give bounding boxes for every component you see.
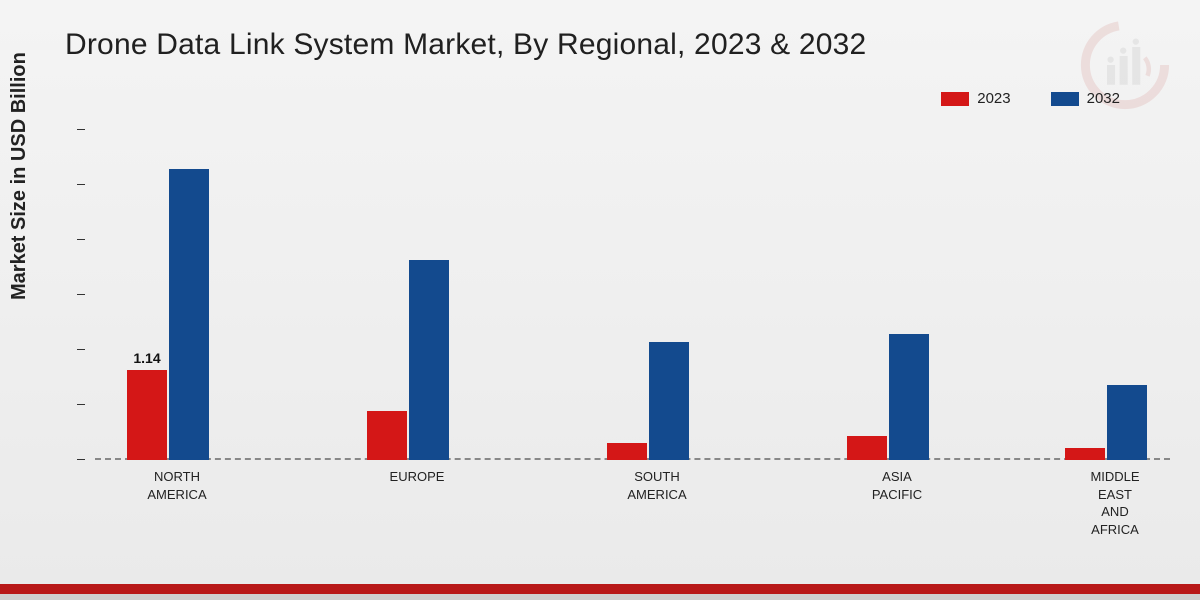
category-label: MIDDLE EAST AND AFRICA	[1090, 468, 1139, 538]
footer-bar-red	[0, 584, 1200, 594]
y-tick	[77, 294, 85, 295]
bar	[607, 443, 647, 460]
bar	[889, 334, 929, 460]
legend-swatch-2023	[941, 92, 969, 106]
legend-swatch-2032	[1051, 92, 1079, 106]
legend-item-2032: 2032	[1051, 90, 1120, 107]
bar	[847, 436, 887, 460]
legend-item-2023: 2023	[941, 90, 1010, 107]
legend-label-2023: 2023	[977, 90, 1010, 107]
y-tick	[77, 404, 85, 405]
plot-area: 1.14NORTH AMERICAEUROPESOUTH AMERICAASIA…	[95, 130, 1170, 460]
bar	[409, 260, 449, 460]
bar	[1107, 385, 1147, 460]
y-ticks	[77, 130, 87, 460]
bar	[649, 342, 689, 460]
chart-title: Drone Data Link System Market, By Region…	[65, 28, 866, 62]
y-axis-label: Market Size in USD Billion	[8, 52, 31, 300]
footer-bar-grey	[0, 594, 1200, 600]
legend: 2023 2032	[941, 90, 1120, 107]
bar	[1065, 448, 1105, 460]
bar	[169, 169, 209, 460]
bar-value-label: 1.14	[133, 350, 160, 366]
category-label: NORTH AMERICA	[147, 468, 206, 503]
bar	[367, 411, 407, 460]
category-label: SOUTH AMERICA	[627, 468, 686, 503]
category-label: ASIA PACIFIC	[872, 468, 922, 503]
y-tick	[77, 239, 85, 240]
y-tick	[77, 459, 85, 460]
bar: 1.14	[127, 370, 167, 460]
category-label: EUROPE	[390, 468, 445, 486]
y-tick	[77, 349, 85, 350]
y-tick	[77, 184, 85, 185]
y-tick	[77, 129, 85, 130]
legend-label-2032: 2032	[1087, 90, 1120, 107]
